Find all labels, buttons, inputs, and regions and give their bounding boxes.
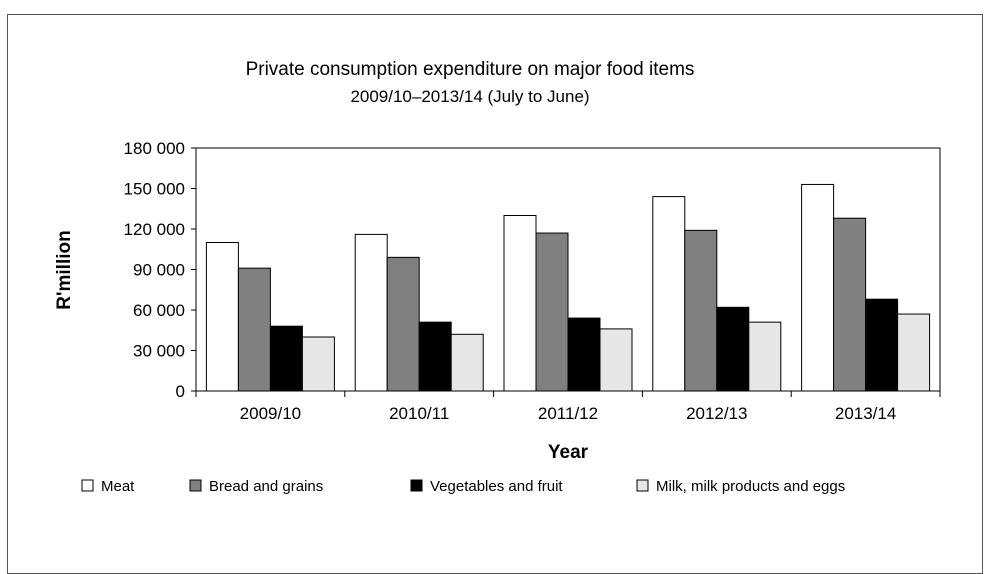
y-tick-label: 60 000 xyxy=(133,301,185,320)
bar xyxy=(897,313,931,392)
y-tick-label: 30 000 xyxy=(133,342,185,361)
bar xyxy=(599,328,633,392)
chart-subtitle: 2009/10–2013/14 (July to June) xyxy=(350,87,589,106)
y-tick-label: 180 000 xyxy=(124,139,185,158)
bar xyxy=(503,215,537,392)
legend-swatch xyxy=(81,479,94,492)
x-axis-title: Year xyxy=(548,442,589,463)
y-tick-label: 90 000 xyxy=(133,261,185,280)
y-tick-label: 0 xyxy=(176,382,185,401)
bar xyxy=(450,333,484,392)
bar xyxy=(865,298,899,392)
bar xyxy=(418,321,452,392)
bar xyxy=(301,336,335,392)
bar xyxy=(269,325,303,392)
legend-label: Vegetables and fruit xyxy=(430,478,563,495)
chart-title: Private consumption expenditure on major… xyxy=(246,59,695,80)
legend-swatch xyxy=(189,479,202,492)
bar xyxy=(386,256,420,392)
bar xyxy=(354,233,388,392)
bar xyxy=(535,232,569,392)
y-axis-title: R'million xyxy=(54,230,75,309)
x-tick-label: 2013/14 xyxy=(835,404,896,423)
legend-label: Meat xyxy=(101,478,135,495)
y-tick-label: 120 000 xyxy=(124,220,185,239)
bar xyxy=(205,242,239,392)
bar xyxy=(684,229,718,392)
bar xyxy=(237,267,271,392)
legend-label: Bread and grains xyxy=(209,478,323,495)
bar xyxy=(567,317,601,392)
x-tick-label: 2009/10 xyxy=(240,404,301,423)
legend-swatch xyxy=(410,479,423,492)
bar xyxy=(833,217,867,392)
x-tick-label: 2010/11 xyxy=(389,404,449,423)
bar xyxy=(716,306,750,392)
legend-label: Milk, milk products and eggs xyxy=(656,478,845,495)
bar-chart: Private consumption expenditure on major… xyxy=(54,59,941,495)
y-tick-label: 150 000 xyxy=(124,180,185,199)
x-tick-label: 2012/13 xyxy=(686,404,747,423)
legend-swatch xyxy=(636,479,649,492)
bar xyxy=(801,183,835,392)
bar xyxy=(652,196,686,392)
x-tick-label: 2011/12 xyxy=(538,404,598,423)
bar xyxy=(748,321,782,392)
